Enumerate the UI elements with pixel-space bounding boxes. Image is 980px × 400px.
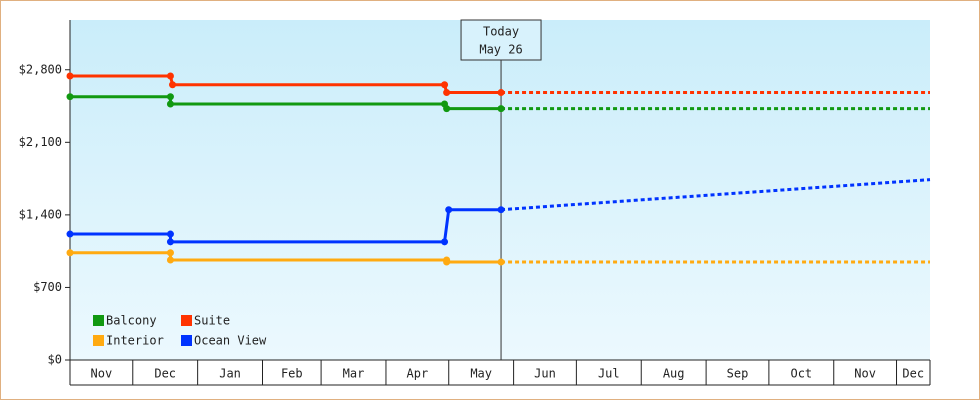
legend-swatch (181, 315, 192, 326)
point (497, 89, 505, 97)
legend-label: Suite (194, 314, 230, 328)
x-tick-label: May (470, 367, 492, 381)
point (166, 249, 174, 257)
series-line (70, 95, 502, 111)
point (441, 238, 449, 246)
forecast-line (500, 178, 931, 212)
point (445, 206, 453, 214)
x-tick-label: Feb (281, 367, 303, 381)
point (497, 206, 505, 214)
legend-label: Balcony (106, 314, 157, 328)
point (66, 72, 74, 80)
x-tick-label: Jul (598, 367, 620, 381)
y-tick-label: $1,400 (19, 207, 62, 221)
legend-label: Ocean View (194, 334, 267, 348)
y-tick-label: $700 (33, 280, 62, 294)
point (166, 256, 174, 264)
x-tick-label: Dec (154, 367, 176, 381)
point (443, 258, 451, 266)
point (166, 72, 174, 80)
point (443, 105, 451, 113)
point (66, 230, 74, 238)
plot-area (70, 20, 930, 360)
legend-swatch (93, 335, 104, 346)
today-box (460, 19, 542, 61)
point (441, 81, 449, 89)
legend-label: Interior (106, 334, 164, 348)
y-tick-label: $2,100 (19, 135, 62, 149)
y-tick-label: $0 (48, 353, 62, 367)
point (166, 230, 174, 238)
legend-swatch (93, 315, 104, 326)
point (166, 100, 174, 108)
x-tick-label: Jun (534, 367, 556, 381)
x-tick-label: Sep (727, 367, 749, 381)
x-tick-label: Nov (854, 367, 876, 381)
x-tick-label: Mar (343, 367, 365, 381)
x-tick-label: Dec (902, 367, 924, 381)
legend-swatch (181, 335, 192, 346)
point (497, 105, 505, 113)
series-line (70, 74, 502, 95)
today-label: Today (483, 25, 519, 39)
point (166, 238, 174, 246)
x-tick-label: Jan (219, 367, 241, 381)
today-date: May 26 (479, 43, 522, 57)
x-tick-label: Aug (663, 367, 685, 381)
series-line (70, 208, 502, 244)
point (66, 93, 74, 101)
y-tick-label: $2,800 (19, 62, 62, 76)
point (443, 89, 451, 97)
x-tick-label: Nov (91, 367, 113, 381)
x-tick-label: Apr (407, 367, 429, 381)
point (66, 249, 74, 257)
x-tick-label: Oct (790, 367, 812, 381)
point (169, 81, 177, 89)
point (497, 258, 505, 266)
series-line (70, 251, 502, 264)
point (166, 93, 174, 101)
